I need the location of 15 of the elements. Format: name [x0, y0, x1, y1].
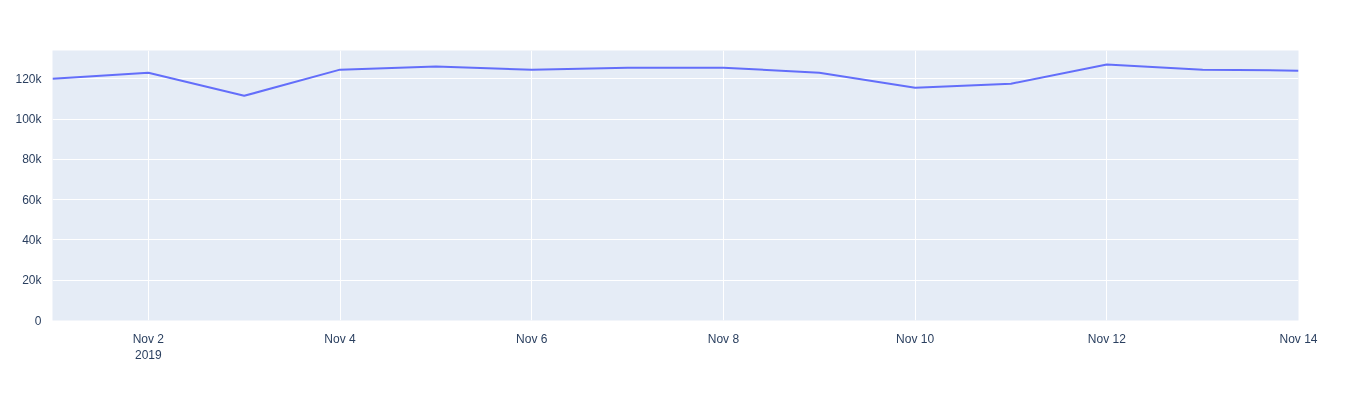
- y-tick-label: 20k: [22, 273, 43, 288]
- x-tick-label: Nov 12: [1087, 331, 1127, 346]
- y-tick-label: 100k: [15, 112, 43, 127]
- x-tick-label: Nov 14: [1279, 331, 1318, 346]
- x-tick-label: Nov 10: [896, 331, 935, 346]
- line-series: [52, 63, 1299, 97]
- y-tick-label: 60k: [22, 192, 43, 207]
- x-tick-label: Nov 6: [516, 331, 548, 346]
- y-tick-label: 80k: [22, 152, 43, 167]
- y-tick-label: 120k: [15, 71, 43, 86]
- x-tick-label: Nov 2 2019: [132, 331, 165, 363]
- y-tick-label: 40k: [22, 232, 43, 247]
- x-tick-label: Nov 8: [707, 331, 740, 346]
- y-tick-label: 0: [34, 313, 42, 328]
- x-tick-label: Nov 4: [324, 331, 357, 346]
